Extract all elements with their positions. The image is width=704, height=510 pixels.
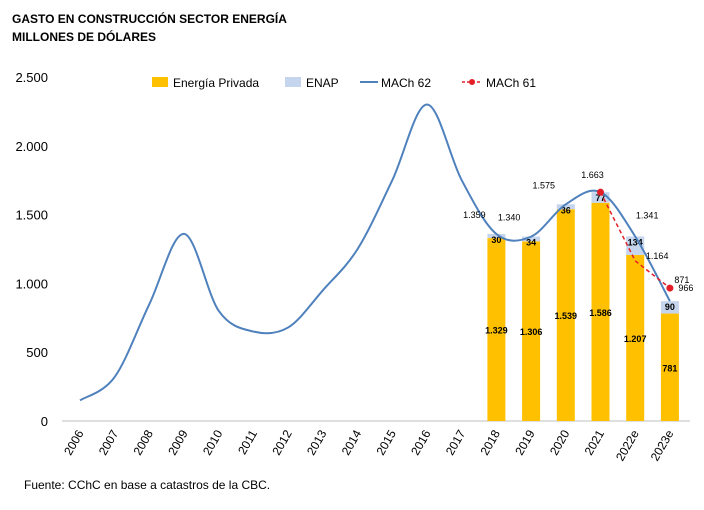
x-tick-label: 2010 <box>200 427 226 457</box>
x-tick-label: 2018 <box>478 427 504 457</box>
x-tick-label: 2011 <box>235 427 260 457</box>
legend-label: Energía Privada <box>173 76 259 90</box>
bar-energia-privada <box>522 241 541 421</box>
bar-label-energia-privada: 1.329 <box>485 326 508 336</box>
y-tick-label: 2.500 <box>15 70 48 85</box>
x-tick-label: 2014 <box>339 427 365 457</box>
marker-mach-61 <box>666 284 674 292</box>
bar-label-energia-privada: 1.306 <box>520 327 543 337</box>
data-label-mach-62: 871 <box>674 275 689 285</box>
bar-label-energia-privada: 1.207 <box>624 334 647 344</box>
legend-marker <box>469 79 475 85</box>
data-label-mach-62: 1.340 <box>498 213 521 223</box>
bar-enap <box>591 192 610 203</box>
data-label-mach-61: 966 <box>678 283 693 293</box>
legend-swatch <box>285 77 301 87</box>
x-tick-label: 2017 <box>443 427 469 457</box>
bar-label-energia-privada: 1.539 <box>555 311 578 321</box>
bar-label-enap: 90 <box>665 302 675 312</box>
legend-label: ENAP <box>306 76 339 90</box>
bar-energia-privada <box>556 209 575 421</box>
x-tick-label: 2007 <box>96 427 122 457</box>
x-tick-label: 2019 <box>512 427 538 457</box>
bar-label-enap: 36 <box>561 205 571 215</box>
source-note: Fuente: CChC en base a catastros de la C… <box>24 478 271 492</box>
legend-label: MACh 61 <box>486 76 536 90</box>
bar-enap <box>660 301 679 314</box>
y-tick-label: 0 <box>41 414 48 429</box>
y-tick-label: 500 <box>26 345 48 360</box>
data-label-mach-61: 1.164 <box>646 251 669 261</box>
bar-enap <box>487 234 506 239</box>
chart-subtitle: MILLONES DE DÓLARES <box>12 30 157 44</box>
line-mach-62 <box>79 103 671 402</box>
bar-label-energia-privada: 781 <box>662 363 677 373</box>
x-tick-label: 2009 <box>165 427 191 457</box>
bar-label-enap: 134 <box>628 237 643 247</box>
x-tick-label: 2022e <box>613 427 642 463</box>
y-tick-label: 2.000 <box>15 139 48 154</box>
legend-label: MACh 62 <box>381 76 431 90</box>
bar-enap <box>522 236 541 242</box>
legend-swatch <box>152 77 168 87</box>
x-tick-label: 2006 <box>61 427 87 457</box>
bar-energia-privada <box>660 313 679 421</box>
x-tick-label: 2013 <box>304 427 330 457</box>
bar-label-energia-privada: 1.586 <box>589 308 612 318</box>
bar-energia-privada <box>591 202 610 421</box>
x-tick-label: 2012 <box>269 427 295 457</box>
x-tick-label: 2020 <box>547 427 573 457</box>
y-tick-label: 1.000 <box>15 276 48 291</box>
x-tick-label: 2015 <box>373 427 399 457</box>
line-mach-61 <box>599 191 671 289</box>
x-tick-label: 2023e <box>648 427 677 463</box>
chart-title: GASTO EN CONSTRUCCIÓN SECTOR ENERGÍA <box>12 12 287 26</box>
marker-mach-61 <box>597 188 604 196</box>
data-label-mach-62: 1.341 <box>636 210 659 220</box>
bar-label-enap: 30 <box>491 235 501 245</box>
x-tick-label: 2016 <box>408 427 434 457</box>
bar-label-enap: 77 <box>595 193 605 203</box>
x-tick-label: 2021 <box>582 427 608 457</box>
y-tick-label: 1.500 <box>15 208 48 223</box>
bar-energia-privada <box>626 254 645 421</box>
data-label-mach-62: 1.663 <box>581 170 604 180</box>
x-tick-label: 2008 <box>131 427 157 457</box>
bar-enap <box>556 204 575 210</box>
data-label-mach-62: 1.359 <box>463 210 486 220</box>
bar-label-enap: 34 <box>526 238 536 248</box>
bar-energia-privada <box>487 238 506 421</box>
data-label-mach-62: 1.575 <box>533 180 556 190</box>
